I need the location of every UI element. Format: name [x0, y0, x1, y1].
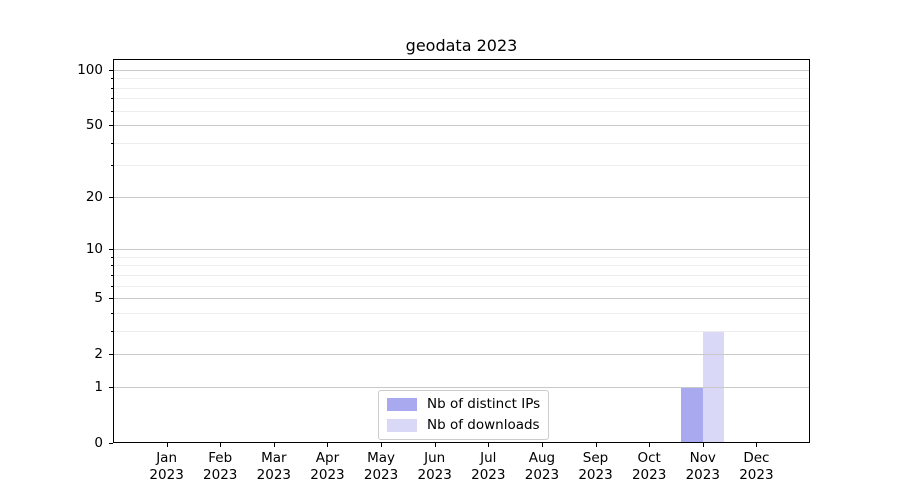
y-tick-label: 2 — [94, 346, 103, 363]
gridline-major — [113, 249, 810, 251]
x-tick-label: Nov 2023 — [685, 450, 720, 483]
y-tick-label: 0 — [94, 435, 103, 451]
x-tick-label: Jun 2023 — [417, 450, 452, 483]
y-tick-mark — [109, 298, 113, 300]
gridline-minor — [113, 142, 810, 144]
y-minor-tick-mark — [111, 312, 113, 314]
y-tick-label: 20 — [85, 188, 103, 205]
gridline-minor — [113, 330, 810, 332]
x-tick-label: Aug 2023 — [524, 450, 560, 483]
plot-area — [113, 59, 810, 443]
x-tick-mark — [273, 443, 275, 447]
gridline-major — [113, 298, 810, 300]
x-tick-label: Jul 2023 — [471, 450, 506, 483]
x-tick-mark — [488, 443, 490, 447]
gridline-minor — [113, 256, 810, 258]
y-tick-label: 5 — [94, 290, 103, 307]
y-minor-tick-mark — [111, 285, 113, 287]
x-tick-label: Dec 2023 — [739, 450, 774, 483]
x-tick-label: Mar 2023 — [256, 450, 292, 483]
x-tick-mark — [434, 443, 436, 447]
x-tick-label: Jan 2023 — [149, 450, 184, 483]
chart-title: geodata 2023 — [405, 36, 518, 55]
gridline-major — [113, 386, 810, 388]
gridline-major — [113, 69, 810, 71]
x-tick-mark — [595, 443, 597, 447]
y-minor-tick-mark — [111, 87, 113, 89]
gridline-minor — [113, 165, 810, 167]
y-tick-label: 100 — [77, 61, 103, 78]
y-tick-mark — [109, 69, 113, 71]
x-tick-mark — [381, 443, 383, 447]
y-tick-label: 1 — [94, 378, 103, 395]
x-tick-mark — [166, 443, 168, 447]
y-minor-tick-mark — [111, 98, 113, 100]
x-tick-label: Apr 2023 — [310, 450, 345, 483]
gridline-minor — [113, 265, 810, 267]
legend-entry: Nb of distinct IPs — [387, 396, 540, 413]
legend: Nb of distinct IPs Nb of downloads — [378, 390, 550, 440]
legend-swatch-distinct-ips — [387, 398, 417, 411]
y-minor-tick-mark — [111, 256, 113, 258]
y-minor-tick-mark — [111, 110, 113, 112]
y-tick-mark — [109, 386, 113, 388]
y-tick-mark — [109, 249, 113, 251]
legend-entry: Nb of downloads — [387, 417, 540, 434]
gridline-major — [113, 196, 810, 198]
legend-label-downloads: Nb of downloads — [427, 417, 540, 433]
x-tick-mark — [756, 443, 758, 447]
gridline-minor — [113, 274, 810, 276]
gridline-minor — [113, 312, 810, 314]
y-minor-tick-mark — [111, 142, 113, 144]
gridline-major — [113, 125, 810, 127]
grid-layer — [113, 59, 810, 443]
x-tick-mark — [702, 443, 704, 447]
y-minor-tick-mark — [111, 165, 113, 167]
gridline-major — [113, 354, 810, 356]
y-tick-label: 10 — [85, 241, 103, 258]
x-tick-mark — [327, 443, 329, 447]
y-tick-mark — [109, 125, 113, 127]
y-tick-label: 50 — [85, 117, 103, 134]
gridline-minor — [113, 87, 810, 89]
y-minor-tick-mark — [111, 265, 113, 267]
x-tick-label: Feb 2023 — [203, 450, 238, 483]
y-minor-tick-mark — [111, 330, 113, 332]
gridline-minor — [113, 110, 810, 112]
bar — [681, 386, 703, 443]
legend-label-distinct-ips: Nb of distinct IPs — [427, 396, 541, 412]
x-tick-mark — [541, 443, 543, 447]
x-tick-label: May 2023 — [363, 450, 399, 483]
x-tick-mark — [649, 443, 651, 447]
x-tick-label: Oct 2023 — [631, 450, 667, 483]
y-minor-tick-mark — [111, 78, 113, 80]
y-tick-mark — [109, 196, 113, 198]
y-tick-mark — [109, 443, 113, 444]
x-tick-label: Sep 2023 — [578, 450, 613, 483]
legend-swatch-downloads — [387, 419, 417, 432]
gridline-minor — [113, 98, 810, 100]
y-minor-tick-mark — [111, 274, 113, 276]
y-tick-mark — [109, 354, 113, 356]
gridline-minor — [113, 285, 810, 287]
gridline-minor — [113, 78, 810, 80]
x-tick-mark — [220, 443, 222, 447]
